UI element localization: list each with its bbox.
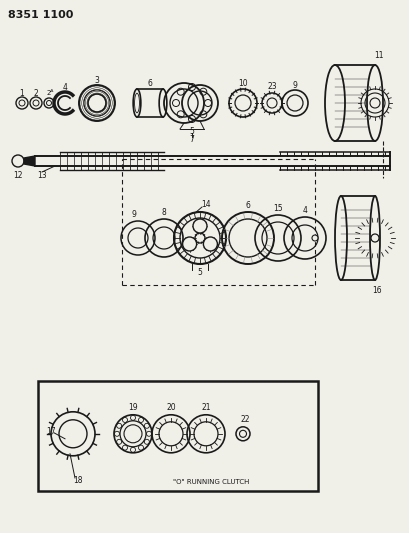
Text: 13: 13 [37, 171, 47, 180]
Text: 21: 21 [201, 403, 210, 413]
Text: 8: 8 [161, 207, 166, 216]
Circle shape [203, 237, 217, 251]
Polygon shape [24, 156, 35, 166]
Text: 2: 2 [34, 88, 38, 98]
Text: 23: 23 [267, 82, 276, 91]
Text: 4: 4 [302, 206, 307, 214]
Text: 19: 19 [128, 403, 137, 413]
Text: 9: 9 [131, 209, 136, 219]
Text: 16: 16 [371, 286, 381, 295]
Text: 2ᴬ: 2ᴬ [46, 90, 54, 96]
Text: 17: 17 [46, 427, 56, 437]
Text: 22: 22 [240, 415, 249, 424]
Text: 8351 1100: 8351 1100 [8, 10, 73, 20]
Text: 7: 7 [189, 134, 194, 143]
Circle shape [311, 235, 317, 241]
Text: 9: 9 [292, 80, 297, 90]
Text: 4: 4 [63, 83, 67, 92]
Text: 6: 6 [245, 200, 250, 209]
Bar [38, 381, 317, 491]
Ellipse shape [369, 196, 379, 280]
Circle shape [182, 237, 196, 251]
Text: 10: 10 [238, 78, 247, 87]
Text: 6: 6 [147, 78, 152, 87]
Ellipse shape [366, 65, 382, 141]
Text: 11: 11 [373, 51, 383, 60]
Text: 14: 14 [201, 199, 210, 208]
Circle shape [193, 219, 207, 233]
Text: 15: 15 [272, 204, 282, 213]
Text: 5: 5 [189, 126, 194, 135]
Text: 1: 1 [20, 88, 24, 98]
Text: "O" RUNNING CLUTCH: "O" RUNNING CLUTCH [173, 479, 249, 485]
Text: 20: 20 [166, 403, 175, 413]
Text: 5: 5 [197, 268, 202, 277]
Text: 3: 3 [94, 76, 99, 85]
Text: 12: 12 [13, 171, 22, 180]
Text: 18: 18 [73, 477, 83, 486]
